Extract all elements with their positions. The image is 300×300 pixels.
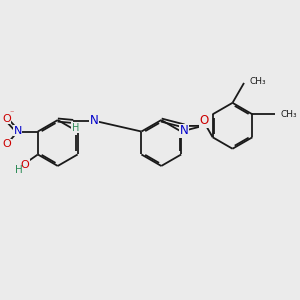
Text: ⁻: ⁻ [9,108,14,117]
Text: CH₃: CH₃ [280,110,297,119]
Text: O: O [20,160,29,170]
Text: H: H [72,123,79,133]
Text: N: N [14,126,22,136]
Text: O: O [200,114,209,127]
Text: CH₃: CH₃ [249,77,266,86]
Text: O: O [3,139,11,149]
Text: N: N [89,114,98,127]
Text: H: H [15,165,23,176]
Text: N: N [180,124,189,137]
Text: O: O [2,114,11,124]
